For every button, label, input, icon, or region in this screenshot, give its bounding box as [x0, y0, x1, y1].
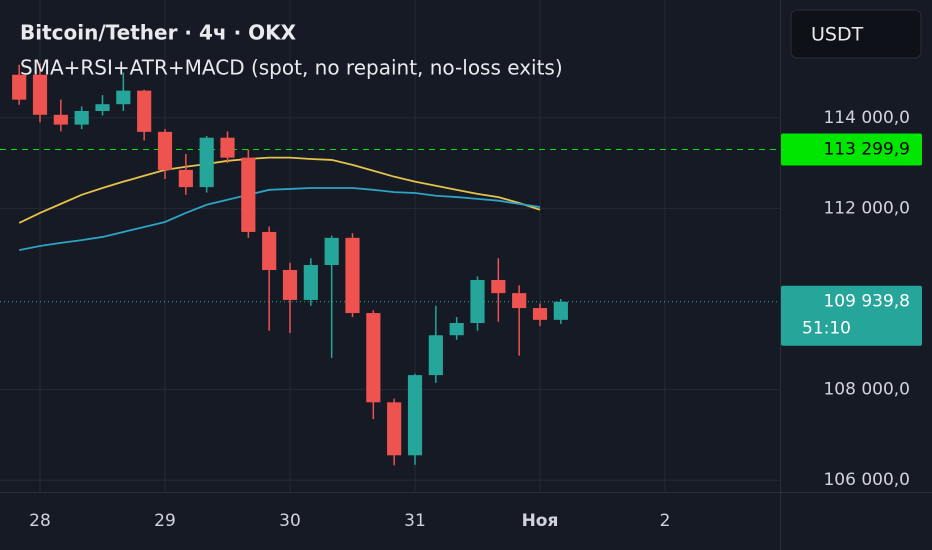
candle-body: [220, 137, 235, 158]
chart-title: Bitcoin/Tether · 4ч · OKX: [20, 21, 297, 45]
candle-body: [428, 335, 443, 376]
moving-average-line: [18, 187, 541, 251]
candle-body: [157, 131, 173, 170]
candle-body: [366, 313, 381, 403]
candle-body: [12, 74, 27, 100]
x-tick-label: 2: [660, 511, 671, 531]
chart-subtitle: SMA+RSI+ATR+MACD (spot, no repaint, no-l…: [20, 56, 563, 80]
candle-body: [74, 110, 89, 125]
candle-body: [345, 237, 360, 314]
axes: 106 000,0 108 000,0 112 000,0 114 000,0 28 29…: [29, 108, 922, 531]
candle-body: [241, 157, 256, 232]
x-tick-label: Ноя: [522, 511, 559, 531]
price-label: 109 939,8: [823, 292, 910, 312]
price-label-box: [781, 133, 922, 166]
candle-body: [449, 323, 464, 336]
moving-average-line: [18, 156, 541, 224]
x-tick-label: 28: [29, 511, 51, 531]
candle-body: [491, 279, 506, 294]
candle-body: [178, 169, 193, 188]
countdown-label: 51:10: [802, 319, 851, 339]
price-label-box: [781, 285, 922, 346]
price-label: 113 299,9: [823, 140, 910, 160]
candle-body: [116, 90, 131, 105]
currency-button[interactable]: [790, 9, 922, 59]
candle-body: [137, 90, 152, 132]
x-tick-label: 30: [279, 511, 301, 531]
candle-body: [512, 293, 527, 309]
plot: [0, 63, 780, 466]
candle-body: [470, 279, 485, 324]
candle-body: [53, 114, 68, 125]
candle-body: [553, 301, 568, 320]
x-tick-label: 31: [404, 511, 426, 531]
candle-body: [32, 74, 48, 115]
y-tick-label: 112 000,0: [823, 198, 910, 218]
candle-body: [262, 231, 277, 271]
candle-body: [532, 308, 548, 320]
candle-body: [282, 270, 298, 300]
candle-body: [407, 375, 423, 456]
currency-label: USDT: [811, 24, 864, 46]
candle-body: [303, 265, 318, 300]
candle-body: [387, 402, 402, 456]
candle-body: [199, 137, 214, 188]
x-tick-label: 29: [154, 511, 176, 531]
y-tick-label: 108 000,0: [823, 380, 910, 400]
candle-body: [95, 104, 110, 111]
candle-body: [324, 237, 339, 266]
y-tick-label: 114 000,0: [823, 108, 910, 128]
y-tick-label: 106 000,0: [823, 470, 910, 490]
